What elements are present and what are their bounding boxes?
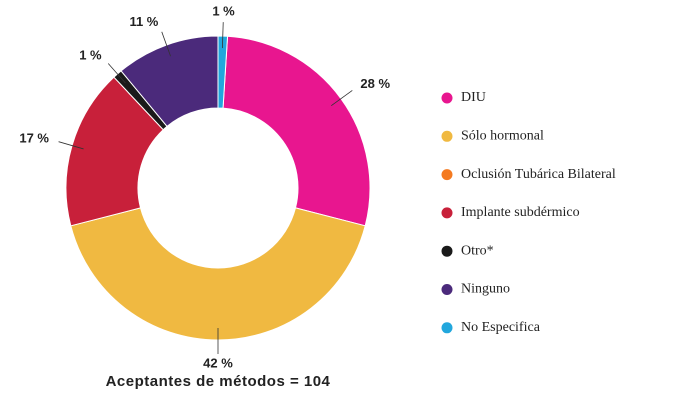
legend-swatch [441, 92, 453, 104]
slice [217, 35, 229, 109]
legend-label: Oclusión Tubárica Bilateral [461, 167, 616, 182]
legend-label: No Especifica [461, 320, 541, 335]
value-label: 42 % [203, 355, 233, 370]
legend-swatch [441, 284, 453, 295]
value-label: 28 % [360, 76, 390, 91]
value-label: 1 % [212, 4, 235, 19]
leader-line [161, 31, 171, 57]
legend-swatch [441, 245, 453, 257]
leader-line [58, 141, 84, 150]
legend-label: Otro* [461, 243, 494, 258]
leader-line [331, 90, 353, 107]
slice [70, 207, 366, 341]
caption: Aceptantes de métodos = 104 [106, 373, 331, 390]
legend-label: Ninguno [461, 282, 510, 297]
legend-swatch [441, 130, 453, 142]
legend-label: DIU [461, 90, 486, 105]
legend-swatch [441, 322, 453, 334]
legend-label: Implante subdérmico [461, 205, 580, 220]
legend-swatch [441, 207, 453, 219]
leader-line [221, 22, 224, 49]
legend-swatch [441, 169, 453, 181]
value-label: 1 % [79, 47, 102, 62]
value-label: 17 % [19, 130, 49, 145]
legend-label: Sólo hormonal [461, 129, 544, 144]
value-label: 11 % [129, 14, 158, 29]
leader-line [107, 63, 126, 84]
slice [222, 35, 371, 227]
